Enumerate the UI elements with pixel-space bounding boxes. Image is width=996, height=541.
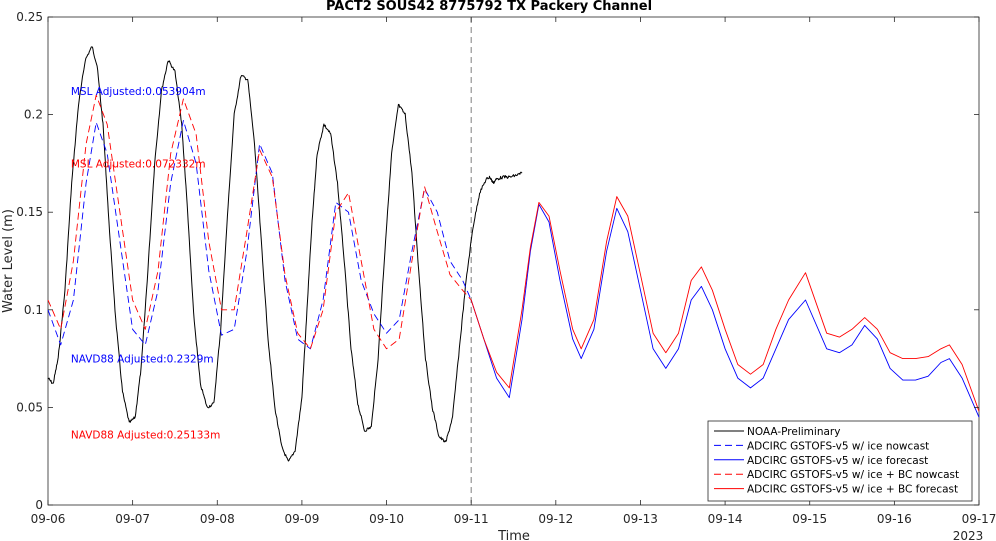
- x-tick-label: 09-16: [877, 512, 912, 526]
- y-tick-label: 0.2: [24, 108, 43, 122]
- x-tick-label: 09-17: [962, 512, 996, 526]
- y-tick-label: 0.05: [16, 400, 43, 414]
- series-line-3: [470, 203, 980, 418]
- x-tick-label: 09-06: [31, 512, 66, 526]
- legend-entry: ADCIRC GSTOFS-v5 w/ ice + BC nowcast: [747, 469, 959, 481]
- datum-annotation: MSL Adjusted:0.053904m: [71, 86, 206, 98]
- legend-entry: NOAA-Preliminary: [747, 426, 840, 438]
- x-tick-label: 09-11: [454, 512, 489, 526]
- x-tick-label: 09-15: [792, 512, 827, 526]
- x-tick-label: 09-12: [538, 512, 573, 526]
- x-tick-label: 09-14: [708, 512, 743, 526]
- datum-annotation: NAVD88 Adjusted:0.2329m: [71, 354, 214, 366]
- x-tick-label: 09-08: [200, 512, 235, 526]
- legend-entry: ADCIRC GSTOFS-v5 w/ ice nowcast: [747, 440, 929, 452]
- datum-annotation: MSL Adjusted:0.072332m: [71, 158, 206, 170]
- datum-annotation: NAVD88 Adjusted:0.25133m: [71, 430, 220, 442]
- x-year-label: 2023: [953, 529, 984, 541]
- x-tick-label: 09-09: [284, 512, 319, 526]
- y-tick-label: 0.25: [16, 10, 43, 24]
- legend-entry: ADCIRC GSTOFS-v5 w/ ice forecast: [747, 455, 928, 467]
- axis-ticks: 09-06 09-07 09-08 09-09 09-10 09-11 09-12 09-13…: [16, 10, 996, 526]
- series-line-4: [47, 94, 472, 350]
- chart-title: PACT2 SOUS42 8775792 TX Packery Channel: [326, 0, 652, 14]
- plot-area: [47, 16, 980, 506]
- y-tick-label: 0.1: [24, 303, 43, 317]
- x-tick-label: 09-13: [623, 512, 658, 526]
- y-tick-label: 0.15: [16, 205, 43, 219]
- series-line-1: [47, 46, 523, 462]
- y-tick-label: 0: [35, 498, 43, 512]
- series-line-5: [470, 196, 980, 412]
- series-line-2: [47, 120, 472, 350]
- x-tick-label: 09-10: [369, 512, 404, 526]
- x-axis-label: Time: [497, 529, 530, 541]
- axes-frame: [47, 16, 980, 506]
- x-tick-label: 09-07: [115, 512, 150, 526]
- legend: NOAA-Preliminary ADCIRC GSTOFS-v5 w/ ice …: [707, 420, 973, 502]
- legend-box: [707, 420, 973, 502]
- datum-annotations: MSL Adjusted:0.053904m MSL Adjusted:0.072…: [71, 86, 220, 442]
- y-axis-label: Water Level (m): [1, 209, 16, 313]
- legend-entry: ADCIRC GSTOFS-v5 w/ ice + BC forecast: [747, 484, 958, 496]
